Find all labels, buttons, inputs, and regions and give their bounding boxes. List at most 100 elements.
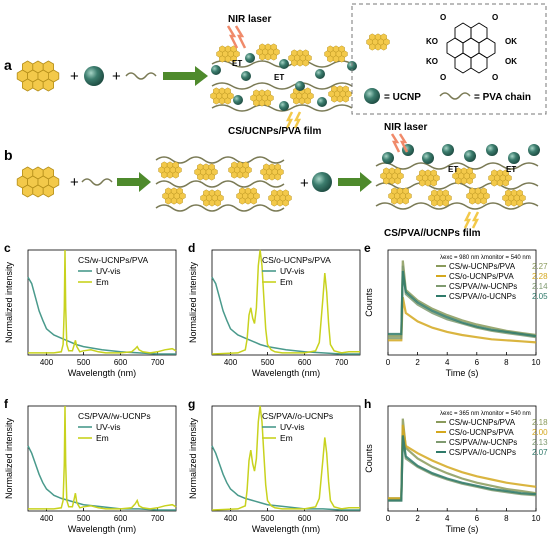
- chart-g-xtick-label-0: 400: [224, 514, 238, 523]
- panel-h-plot: h 0 2 4 6 8 10 Time (s) Counts λexc = 365 nm λmon…: [364, 397, 550, 534]
- chart-h-xtick-label-1: 2: [415, 514, 420, 523]
- chart-g-series-line-1: [211, 405, 360, 511]
- chart-d-legend-title: CS/o-UCNPs/PVA: [262, 255, 331, 265]
- chart-h-ylabel: Counts: [364, 444, 374, 473]
- chart-h-legend-lifetime-3: 2.07 s: [532, 448, 550, 457]
- plus-sign-a2: +: [112, 68, 121, 85]
- chart-d-series-line-0: [211, 276, 360, 355]
- process-arrowhead-b2: [360, 172, 372, 192]
- chart-e-series-line-3: [388, 270, 537, 338]
- chart-h-legend-lifetime-0: 2.18 s: [532, 418, 550, 427]
- chart-d-ylabel: Normalized intensity: [188, 261, 198, 343]
- film-a-caption: CS/UCNPs/PVA film: [228, 126, 321, 137]
- pva-chain-a: [125, 72, 157, 80]
- chart-e-legend-label-0: CS/w-UCNPs/PVA: [449, 262, 516, 271]
- emission-icon-a: [285, 111, 302, 129]
- chart-d-xtick-label-0: 400: [224, 358, 238, 367]
- pva-legend-icon: [439, 92, 471, 100]
- chart-f-series-line-1: [28, 405, 177, 510]
- chart-d-xtick-label-1: 500: [261, 358, 275, 367]
- ko-bottom-left: KO: [426, 57, 438, 66]
- chart-h-series-line-1: [388, 424, 537, 500]
- chart-d-legend-label-1: Em: [280, 277, 293, 287]
- chart-d-plot-frame: [211, 249, 361, 356]
- chart-g-xtick-label-1: 500: [261, 514, 275, 523]
- pva-chain-b: [81, 178, 113, 186]
- laser-icon-a: [226, 25, 247, 49]
- chart-g-series-line-0: [211, 445, 360, 511]
- panel-c-plot: c 400 500 600 700 Wavelength (nm) Normalized i…: [4, 241, 177, 378]
- chart-c-xlabel: Wavelength (nm): [68, 368, 136, 378]
- o-bottom-right: O: [492, 73, 498, 82]
- chart-g-legend-label-1: Em: [280, 433, 293, 443]
- chart-d-xlabel: Wavelength (nm): [252, 368, 320, 378]
- chart-h-legend-lifetime-2: 2.13 s: [532, 438, 550, 447]
- chart-f-panel-letter: f: [4, 397, 9, 411]
- chart-c-xtick-label-0: 400: [40, 358, 54, 367]
- process-arrow-b2: [338, 178, 360, 186]
- chart-e-xtick-label-2: 4: [445, 358, 450, 367]
- plus-sign-b1: +: [70, 174, 79, 191]
- chart-f-xtick-label-3: 700: [151, 514, 165, 523]
- cs-cluster-b: [17, 167, 59, 197]
- ucnp-legend-label: = UCNP: [384, 92, 421, 103]
- chart-e-legend-lifetime-0: 2.27 s: [532, 262, 550, 271]
- chart-g-xlabel: Wavelength (nm): [252, 524, 320, 534]
- chart-e-legend-lifetime-1: 2.28 s: [532, 272, 550, 281]
- ok-bottom-right: OK: [505, 57, 517, 66]
- chart-c-series-line-0: [27, 276, 176, 355]
- chart-f-xlabel: Wavelength (nm): [68, 524, 136, 534]
- nir-laser-label-a: NIR laser: [228, 14, 271, 25]
- pva-legend-label: = PVA chain: [474, 92, 531, 103]
- chart-e-legend-label-2: CS/PVA//w-UCNPs: [449, 282, 517, 291]
- o-top-right: O: [492, 13, 498, 22]
- ucnp-ball-a: [84, 66, 104, 86]
- chart-e-ylabel: Counts: [364, 288, 374, 317]
- plus-sign-b2: +: [300, 175, 309, 192]
- schematic-legend-box: [351, 3, 547, 115]
- chart-e-xtick-label-5: 10: [532, 358, 541, 367]
- chart-f-legend-title: CS/PVA//w-UCNPs: [78, 411, 151, 421]
- chart-f-xtick-label-0: 400: [40, 514, 54, 523]
- chart-g-plot-frame: [211, 405, 361, 512]
- chart-e-plot-frame: [387, 249, 537, 356]
- perylene-molecule-icon: [446, 22, 496, 74]
- chart-f-xtick-label-2: 600: [114, 514, 128, 523]
- et-label-b1: ET: [448, 165, 458, 174]
- panel-d-plot: d 400 500 600 700 Wavelength (nm) Normalized i…: [188, 241, 361, 378]
- chart-c-panel-letter: c: [4, 241, 11, 255]
- schematic-figure: a + + ET ET NIR laser CS/UCNPs/PVA film …: [4, 3, 547, 239]
- chart-c-legend-title: CS/w-UCNPs/PVA: [78, 255, 149, 265]
- chart-f-ylabel: Normalized intensity: [4, 417, 14, 499]
- chart-e-xtick-label-3: 6: [475, 358, 480, 367]
- process-arrow-b1: [117, 178, 139, 186]
- chart-d-xtick-label-3: 700: [335, 358, 349, 367]
- et-label-a1: ET: [232, 59, 242, 68]
- plus-sign-a1: +: [70, 68, 79, 85]
- cs-legend-icon: [367, 34, 390, 51]
- chart-g-panel-letter: g: [188, 397, 195, 411]
- et-label-a2: ET: [274, 73, 284, 82]
- chart-h-legend-label-3: CS/PVA//o-UCNPs: [449, 448, 516, 457]
- chart-g-xtick-label-2: 600: [298, 514, 312, 523]
- panel-b-label: b: [4, 147, 13, 163]
- chart-c-series-line-1: [28, 249, 177, 354]
- chart-h-xtick-label-2: 4: [445, 514, 450, 523]
- chart-g-xtick-label-3: 700: [335, 514, 349, 523]
- chart-e-legend-label-3: CS/PVA//o-UCNPs: [449, 292, 516, 301]
- chart-h-legend-label-2: CS/PVA//w-UCNPs: [449, 438, 517, 447]
- chart-h-legend-label-1: CS/o-UCNPs/PVA: [449, 428, 514, 437]
- film-b-caption: CS/PVA//UCNPs film: [384, 228, 481, 239]
- chart-f-legend-label-1: Em: [96, 433, 109, 443]
- chart-h-legend-label-0: CS/w-UCNPs/PVA: [449, 418, 516, 427]
- ucnp-ball-b: [312, 172, 332, 192]
- panel-a-label: a: [4, 57, 12, 73]
- chart-h-xtick-label-3: 6: [475, 514, 480, 523]
- panel-g-plot: g 400 500 600 700 Wavelength (nm) Normalized i…: [188, 397, 361, 534]
- process-arrowhead-a: [195, 66, 208, 86]
- chart-e-legend-note: λexc = 980 nm λmonitor = 540 nm: [440, 255, 531, 261]
- chart-h-series-line-3: [388, 435, 537, 502]
- ucnp-legend-icon: [364, 88, 380, 104]
- chart-c-legend-label-0: UV-vis: [96, 266, 121, 276]
- chart-d-xtick-label-2: 600: [298, 358, 312, 367]
